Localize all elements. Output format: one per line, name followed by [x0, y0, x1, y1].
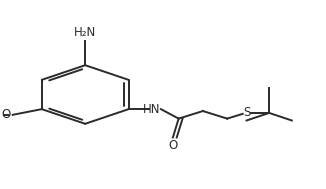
Text: S: S [243, 106, 250, 119]
Text: HN: HN [143, 103, 161, 116]
Text: O: O [2, 108, 11, 121]
Text: O: O [168, 139, 177, 152]
Text: H₂N: H₂N [74, 26, 96, 39]
